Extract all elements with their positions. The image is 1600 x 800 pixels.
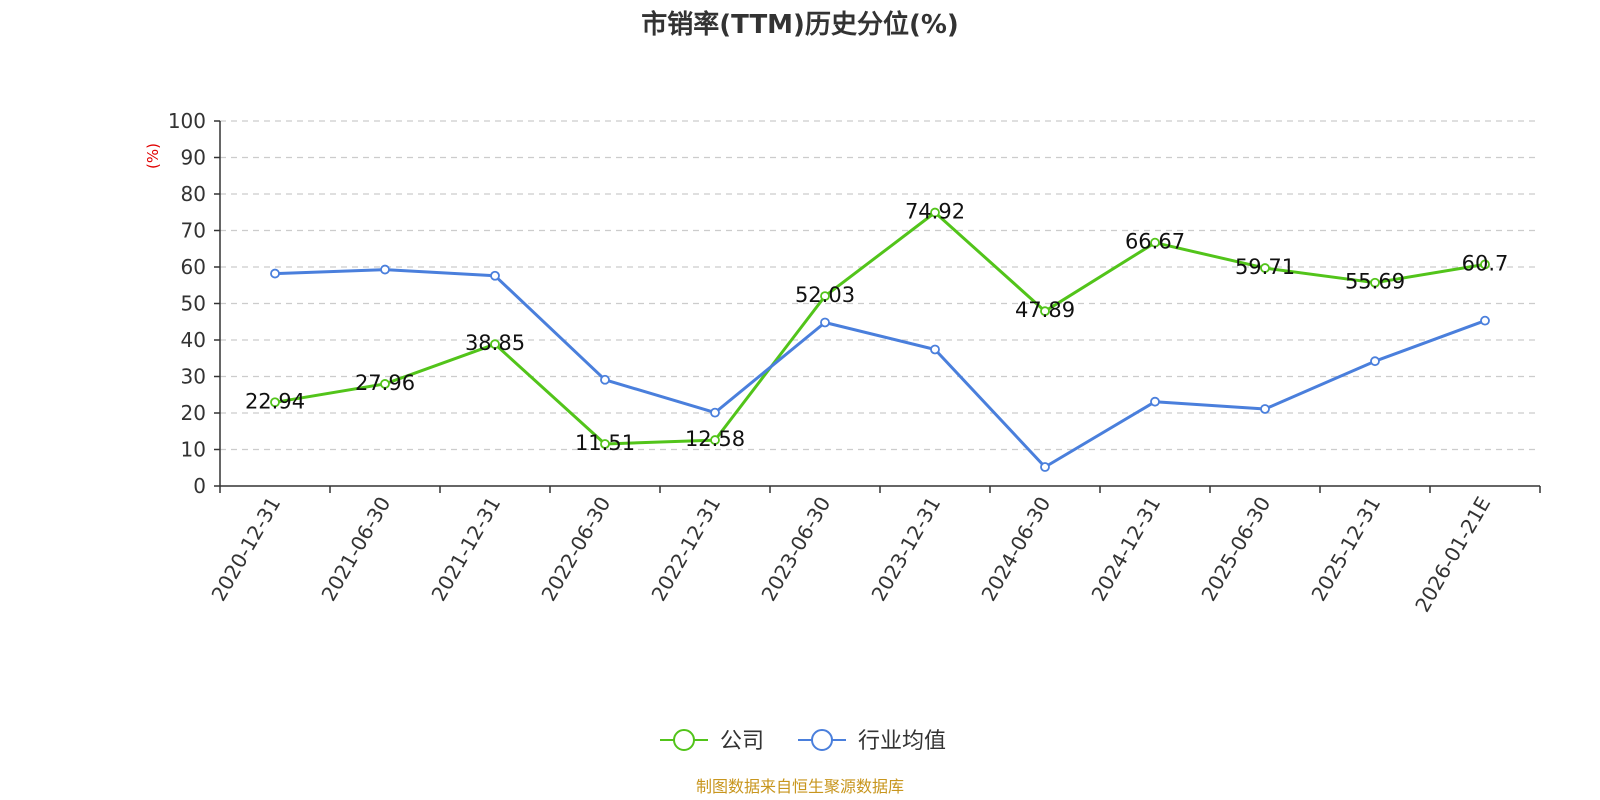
y-tick-label: 60	[181, 255, 206, 279]
chart-title: 市销率(TTM)历史分位(%)	[641, 9, 959, 40]
x-tick-label: 2021-12-31	[426, 493, 505, 606]
data-point[interactable]	[490, 270, 500, 281]
data-label: 12.58	[685, 427, 745, 451]
y-tick-label: 70	[181, 219, 206, 243]
x-tick-label: 2025-06-30	[1196, 493, 1275, 606]
data-label: 66.67	[1125, 230, 1185, 254]
data-point[interactable]	[380, 264, 390, 275]
data-label: 52.03	[795, 283, 855, 307]
series-line-0	[274, 211, 1486, 446]
data-label: 22.94	[245, 389, 305, 413]
data-label: 59.71	[1235, 255, 1295, 279]
series-lines	[274, 211, 1486, 469]
axes	[214, 120, 1541, 493]
y-tick-label: 20	[181, 401, 206, 425]
data-point[interactable]	[1370, 356, 1380, 367]
data-point[interactable]	[380, 379, 390, 389]
data-point[interactable]	[710, 407, 720, 418]
data-point[interactable]	[600, 374, 610, 385]
data-label: 74.92	[905, 200, 965, 224]
data-point[interactable]	[270, 397, 280, 408]
y-tick-label: 80	[181, 182, 206, 206]
x-tick-label: 2024-12-31	[1086, 493, 1165, 606]
x-tick-label: 2024-06-30	[976, 493, 1055, 606]
data-point[interactable]	[710, 435, 720, 445]
x-tick-label: 2025-12-31	[1306, 493, 1385, 606]
data-point[interactable]	[1150, 237, 1160, 248]
y-tick-labels: 0 10 20 30 40 50 60 70 80 90 100	[168, 109, 206, 498]
y-tick-label: 100	[168, 109, 206, 133]
data-label: 27.96	[355, 371, 415, 395]
x-tick-label: 2022-06-30	[536, 493, 615, 606]
data-label: 38.85	[465, 331, 525, 355]
data-point[interactable]	[270, 268, 280, 279]
source-note: 制图数据来自恒生聚源数据库	[696, 777, 904, 796]
y-tick-label: 50	[181, 292, 206, 316]
data-point[interactable]	[930, 207, 940, 218]
legend[interactable]: 公司 行业均值	[660, 729, 946, 754]
x-tick-labels: 2020-12-31 2021-06-30 2021-12-31 2022-06-30…	[206, 493, 1495, 617]
grid-lines	[220, 120, 1540, 451]
data-label: 60.7	[1462, 251, 1509, 275]
legend-marker	[673, 729, 695, 751]
y-tick-label: 30	[181, 365, 206, 389]
data-label: 47.89	[1015, 298, 1075, 322]
data-point[interactable]	[1260, 404, 1270, 414]
x-tick-label: 2021-06-30	[316, 493, 395, 606]
series-line-1	[274, 268, 1486, 469]
data-point[interactable]	[820, 291, 830, 301]
data-point[interactable]	[1150, 396, 1160, 407]
data-point[interactable]	[1040, 462, 1050, 472]
data-labels: 22.94 27.96 38.85 11.51 12.58 52.03 74.92 47.89…	[245, 200, 1508, 455]
x-tick-label: 2020-12-31	[206, 493, 285, 606]
legend-item[interactable]: 公司	[660, 729, 764, 754]
legend-label: 行业均值	[858, 729, 946, 754]
x-tick-label: 2026-01-21E	[1410, 493, 1495, 617]
data-point[interactable]	[1480, 259, 1490, 270]
data-point[interactable]	[820, 317, 830, 328]
data-point[interactable]	[600, 439, 610, 449]
y-tick-label: 10	[181, 438, 206, 462]
data-point[interactable]	[490, 339, 500, 350]
y-tick-label: 40	[181, 328, 206, 352]
legend-label: 公司	[720, 729, 764, 754]
x-tick-label: 2023-06-30	[756, 493, 835, 606]
x-tick-label: 2023-12-31	[866, 493, 945, 606]
y-tick-label: 90	[181, 146, 206, 170]
data-point[interactable]	[1480, 315, 1490, 326]
legend-marker	[811, 729, 833, 751]
y-axis-label: (%)	[144, 143, 162, 169]
data-label: 55.69	[1345, 270, 1405, 294]
data-point[interactable]	[1370, 277, 1380, 288]
x-tick-label: 2022-12-31	[646, 493, 725, 606]
data-point[interactable]	[1040, 306, 1050, 317]
data-point[interactable]	[930, 344, 940, 355]
series-points	[270, 207, 1490, 472]
data-point[interactable]	[1260, 263, 1270, 273]
data-label: 11.51	[575, 431, 635, 455]
y-tick-label: 0	[193, 474, 206, 498]
legend-item[interactable]: 行业均值	[798, 729, 946, 754]
